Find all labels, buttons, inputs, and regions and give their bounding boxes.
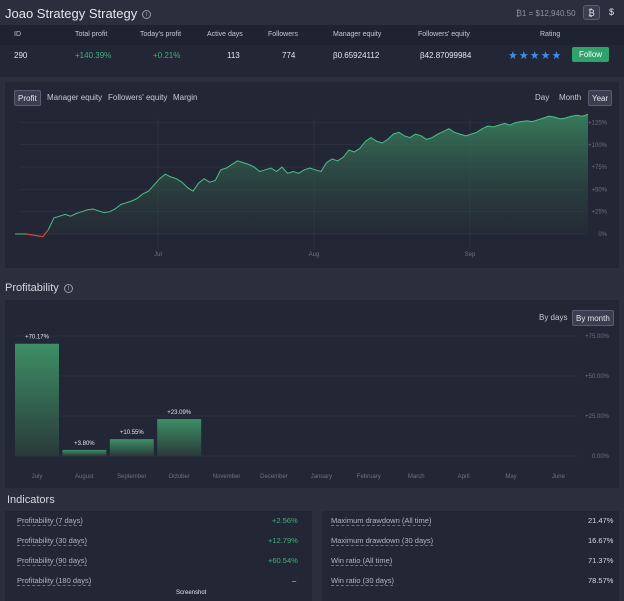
- bar: [109, 439, 154, 456]
- indicator-label[interactable]: Maximum drawdown (30 days): [331, 536, 434, 545]
- strategy-name: Joao Strategy Strategy: [5, 6, 138, 21]
- equity-negative-segment: [26, 229, 49, 238]
- indicator-label[interactable]: Profitability (30 days): [17, 536, 88, 545]
- info-icon[interactable]: i: [142, 10, 152, 20]
- x-tick-label: Aug: [309, 252, 320, 258]
- indicators-right-card: [322, 511, 619, 601]
- stats-header-rating: Rating: [540, 31, 561, 38]
- bar: [62, 449, 107, 456]
- x-tick-label: Sep: [465, 252, 476, 258]
- screenshot-label: Screenshot: [176, 590, 207, 596]
- equity-line: [15, 113, 589, 238]
- stat-total-profit: +140.39%: [75, 51, 112, 60]
- x-tick-label: February: [357, 474, 381, 480]
- y-tick-label: +25.00%: [585, 414, 610, 420]
- x-tick-label: July: [32, 474, 43, 480]
- rating-stars: ★★★★★: [508, 50, 563, 62]
- tab-followers-equity[interactable]: Followers' equity: [108, 93, 168, 102]
- tab-year[interactable]: Year: [588, 90, 613, 106]
- stat-today-profit: +0.21%: [153, 51, 181, 60]
- bar-value-label: +70.17%: [25, 335, 50, 341]
- stats-header-followers-equity: Followers' equity: [418, 31, 470, 38]
- indicator-label[interactable]: Profitability (7 days): [17, 516, 83, 525]
- indicator-label[interactable]: Win ratio (30 days): [331, 576, 394, 585]
- stats-header-id: ID: [14, 31, 21, 38]
- stat-followers: 774: [282, 51, 296, 60]
- stats-header-row: [0, 25, 624, 45]
- indicator-value: +12.79%: [268, 536, 298, 545]
- indicator-label[interactable]: Profitability (180 days): [17, 576, 92, 585]
- bar-value-label: +10.55%: [120, 430, 145, 436]
- x-tick-label: September: [117, 474, 146, 480]
- indicator-value: –: [292, 576, 297, 585]
- currency-usd-button[interactable]: $: [608, 7, 614, 17]
- x-tick-label: May: [505, 474, 516, 480]
- indicator-value: 16.67%: [588, 536, 614, 545]
- stat-manager-equity: β0.65924112: [333, 51, 380, 60]
- currency-btc-button[interactable]: ₿: [583, 5, 600, 20]
- btc-rate: ₿1 = $12,940.50: [516, 9, 576, 18]
- info-icon[interactable]: i: [63, 283, 73, 293]
- follow-button[interactable]: Follow: [572, 47, 609, 62]
- indicator-label[interactable]: Win ratio (All time): [331, 556, 393, 565]
- stats-header-today-profit: Today's profit: [140, 31, 182, 38]
- x-tick-label: April: [458, 474, 470, 480]
- x-tick-label: Jul: [154, 252, 162, 258]
- bar-value-label: +23.09%: [167, 410, 192, 416]
- stats-header-total-profit: Total profit: [75, 31, 108, 38]
- bar-value-label: +3.80%: [74, 441, 95, 447]
- tab-month[interactable]: Month: [559, 93, 582, 102]
- y-tick-label: 0.00%: [592, 454, 610, 460]
- x-tick-label: August: [75, 474, 94, 480]
- profitability-label: Profitability: [5, 282, 59, 294]
- indicators-title: Indicators: [7, 494, 55, 506]
- x-tick-label: March: [408, 474, 425, 480]
- page-title: Joao Strategy Strategy i: [5, 6, 152, 21]
- profitability-title: Profitability i: [5, 282, 73, 294]
- x-tick-label: November: [213, 474, 241, 480]
- y-tick-label: +25%: [591, 210, 607, 216]
- y-tick-label: +75.00%: [585, 334, 610, 340]
- tab-margin[interactable]: Margin: [173, 93, 198, 102]
- stats-header-active-days: Active days: [207, 31, 243, 38]
- y-tick-label: +50%: [591, 187, 607, 193]
- bar: [15, 343, 59, 456]
- indicator-value: 21.47%: [588, 516, 614, 525]
- stat-followers-equity: β42.87099984: [420, 51, 472, 60]
- indicator-value: +60.54%: [268, 556, 298, 565]
- y-tick-label: +100%: [588, 143, 608, 149]
- tab-day[interactable]: Day: [535, 93, 550, 102]
- x-tick-label: June: [552, 474, 566, 480]
- indicators-left-card: [5, 511, 312, 601]
- x-tick-label: December: [260, 474, 288, 480]
- equity-area: [15, 114, 588, 237]
- x-tick-label: October: [169, 474, 190, 480]
- indicator-value: +2.56%: [272, 516, 298, 525]
- y-tick-label: +50.00%: [585, 374, 610, 380]
- stats-header-followers: Followers: [268, 31, 298, 38]
- stats-header-manager-equity: Manager equity: [333, 31, 382, 38]
- stat-active-days: 113: [227, 51, 240, 60]
- tab-profit[interactable]: Profit: [14, 90, 41, 106]
- tab-manager-equity[interactable]: Manager equity: [47, 93, 103, 102]
- indicator-label[interactable]: Maximum drawdown (All time): [331, 516, 432, 525]
- indicator-value: 78.57%: [588, 576, 614, 585]
- x-tick-label: January: [311, 474, 332, 480]
- stat-id: 290: [14, 51, 28, 60]
- indicator-label[interactable]: Profitability (90 days): [17, 556, 88, 565]
- y-tick-label: +75%: [591, 165, 607, 171]
- y-tick-label: 0%: [598, 232, 607, 238]
- indicator-value: 71.37%: [588, 556, 614, 565]
- bar: [157, 419, 202, 456]
- y-tick-label: +125%: [588, 120, 608, 126]
- tab-by-days[interactable]: By days: [539, 313, 568, 322]
- tab-by-month[interactable]: By month: [572, 310, 614, 326]
- stats-card: ID Total profit Today's profit Active da…: [0, 25, 624, 77]
